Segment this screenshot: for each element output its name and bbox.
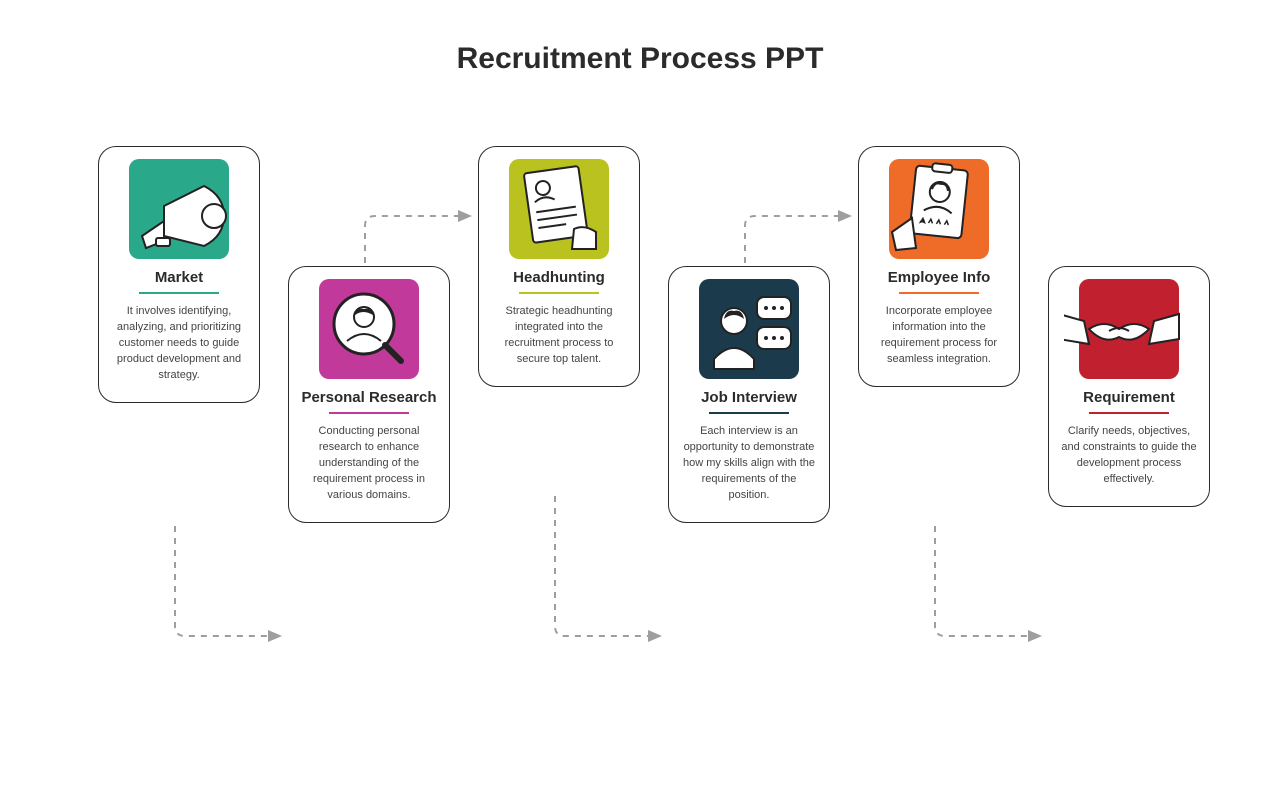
card-title: Requirement	[1083, 389, 1175, 406]
interview-icon-box	[699, 279, 799, 379]
id-card-icon	[884, 154, 994, 264]
card-headhunting: Headhunting Strategic headhunting integr…	[478, 146, 640, 387]
card-underline	[519, 292, 599, 294]
card-desc: Incorporate employee information into th…	[869, 304, 1009, 368]
card-title: Job Interview	[701, 389, 797, 406]
card-personal-research: Personal Research Conducting personal re…	[288, 266, 450, 523]
card-underline	[139, 292, 219, 294]
card-desc: Conducting personal research to enhance …	[299, 424, 439, 504]
card-requirement: Requirement Clarify needs, objectives, a…	[1048, 266, 1210, 507]
chat-person-icon	[699, 279, 799, 379]
card-title: Employee Info	[888, 269, 991, 286]
handshake-icon	[1064, 279, 1184, 379]
connector-5	[935, 526, 1040, 636]
megaphone-icon	[124, 154, 234, 264]
research-icon-box	[319, 279, 419, 379]
connector-1	[175, 526, 280, 636]
card-desc: Each interview is an opportunity to demo…	[679, 424, 819, 504]
card-title: Market	[155, 269, 203, 286]
card-underline	[709, 412, 789, 414]
employee-icon-box	[889, 159, 989, 259]
card-employee-info: Employee Info Incorporate employee infor…	[858, 146, 1020, 387]
card-underline	[329, 412, 409, 414]
diagram-stage: Market It involves identifying, analyzin…	[0, 76, 1280, 696]
magnify-person-icon	[319, 279, 419, 379]
requirement-icon-box	[1079, 279, 1179, 379]
card-desc: Strategic headhunting integrated into th…	[489, 304, 629, 368]
card-underline	[899, 292, 979, 294]
card-desc: Clarify needs, objectives, and constrain…	[1059, 424, 1199, 488]
market-icon-box	[129, 159, 229, 259]
headhunting-icon-box	[509, 159, 609, 259]
page-title: Recruitment Process PPT	[0, 0, 1280, 76]
card-underline	[1089, 412, 1169, 414]
connector-3	[555, 496, 660, 636]
card-title: Personal Research	[301, 389, 436, 406]
resume-icon	[504, 154, 614, 264]
card-desc: It involves identifying, analyzing, and …	[109, 304, 249, 384]
card-market: Market It involves identifying, analyzin…	[98, 146, 260, 403]
card-job-interview: Job Interview Each interview is an oppor…	[668, 266, 830, 523]
card-title: Headhunting	[513, 269, 605, 286]
